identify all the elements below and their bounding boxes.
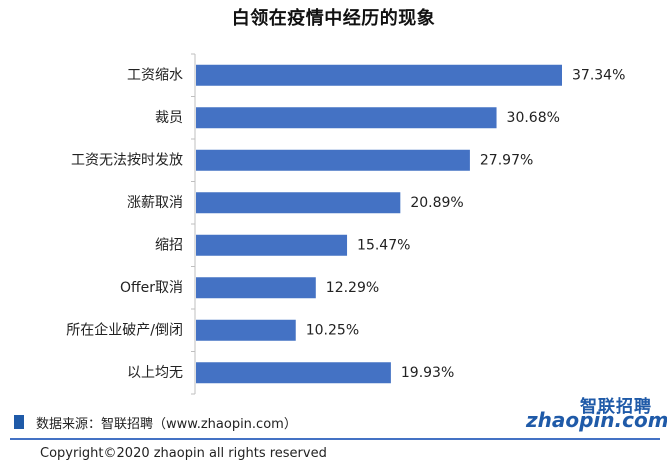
- category-label: 工资无法按时发放: [71, 152, 183, 168]
- bar-5: [196, 234, 348, 256]
- copyright-text: Copyright©2020 zhaopin all rights reserv…: [40, 446, 327, 461]
- bar-7: [196, 319, 296, 341]
- category-label: Offer取消: [120, 280, 183, 296]
- value-label: 27.97%: [480, 152, 533, 168]
- category-label: 以上均无: [127, 365, 183, 381]
- bar-6: [196, 277, 316, 299]
- zhaopin-logo: 智联招聘 zhaopin.com: [520, 392, 667, 434]
- footer-divider: [10, 438, 660, 440]
- bar-4: [196, 192, 401, 214]
- axis-layer: [191, 53, 196, 395]
- bar-chart: 工资缩水 37.34% 裁员 30.68% 工资无法按时发放 27.97% 涨薪取消 20.8…: [66, 53, 625, 395]
- source-text: 数据来源：智联招聘（www.zhaopin.com）: [36, 416, 297, 432]
- category-label: 所在企业破产/倒闭: [66, 321, 183, 338]
- logo-text-en: zhaopin.com: [526, 408, 667, 432]
- category-label: 裁员: [155, 110, 183, 126]
- source-marker: [14, 415, 24, 429]
- bar-8: [196, 362, 391, 384]
- bar-3: [196, 149, 470, 171]
- labels-layer: 工资缩水 37.34% 裁员 30.68% 工资无法按时发放 27.97% 涨薪取消 20.8…: [66, 67, 625, 381]
- category-label: 工资缩水: [127, 67, 183, 83]
- value-label: 12.29%: [326, 280, 379, 296]
- bar-2: [196, 107, 497, 129]
- value-label: 19.93%: [401, 365, 454, 381]
- value-label: 20.89%: [410, 195, 463, 211]
- category-label: 缩招: [155, 237, 183, 253]
- value-label: 37.34%: [572, 67, 625, 83]
- category-label: 涨薪取消: [127, 195, 183, 211]
- data-source: 数据来源：智联招聘（www.zhaopin.com）: [14, 412, 297, 432]
- bars-layer: [196, 64, 562, 384]
- chart-title: 白领在疫情中经历的现象: [231, 8, 436, 29]
- value-label: 10.25%: [306, 322, 359, 338]
- logo-text-cn: 智联招聘: [580, 397, 652, 417]
- bar-1: [196, 64, 562, 86]
- value-label: 15.47%: [357, 237, 410, 253]
- value-label: 30.68%: [507, 110, 560, 126]
